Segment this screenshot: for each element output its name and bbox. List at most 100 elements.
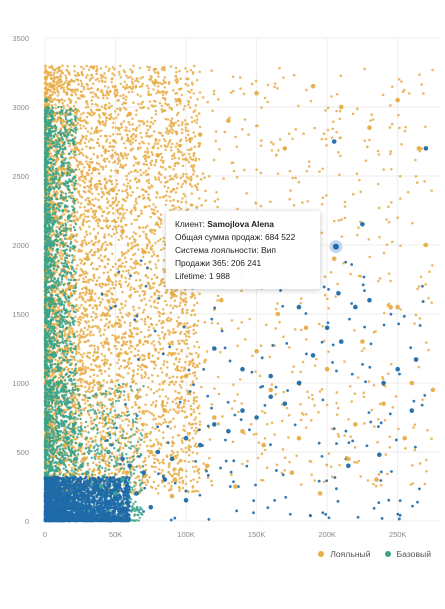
point-loyal [120,442,123,445]
point-loyal [158,179,161,182]
point-loyal [76,335,79,338]
x-tick-label: 0 [43,530,47,539]
point-loyal [141,120,144,123]
point-loyal [151,212,154,215]
point-loyal [74,407,77,410]
point-loyal [81,385,84,388]
point-loyal [191,486,194,489]
point-loyal [122,208,125,211]
point-loyal [123,183,126,186]
point-loyal [119,213,122,216]
point-loyal [172,474,175,477]
point-loyal [151,380,154,383]
point-loyal [117,341,120,344]
point-loyal [106,97,109,100]
point-loyal [134,404,137,407]
point-loyal [44,76,47,79]
point-loyal [129,140,132,143]
point-loyal [80,450,83,453]
point-loyal [92,307,95,310]
point-loyal [149,125,152,128]
point-loyal [161,469,164,472]
point-loyal [178,70,181,73]
point-loyal [113,68,116,71]
point-loyal [120,337,123,340]
point-loyal [115,228,118,231]
point-loyal [163,337,166,340]
point-loyal [119,311,122,314]
point-loyal [164,405,167,408]
point-loyal [79,293,82,296]
point-loyal [182,487,185,490]
point-loyal [127,182,130,185]
point-loyal [85,135,88,138]
point-loyal [163,485,166,488]
point-loyal [121,291,124,294]
point-loyal [120,76,123,79]
point-loyal [158,291,161,294]
point-loyal [127,137,130,140]
point-loyal [198,158,201,161]
point-loyal [160,222,163,225]
point-loyal [76,304,79,307]
point-loyal [82,362,85,365]
point-loyal [90,91,93,94]
point-loyal [87,130,90,133]
point-loyal [133,272,136,275]
point-loyal [85,241,88,244]
point-loyal [81,180,84,183]
point-loyal [114,85,117,88]
point-loyal [136,181,139,184]
point-loyal [45,86,48,89]
point-loyal [91,96,94,99]
point-loyal [135,382,138,385]
point-loyal [87,320,90,323]
point-loyal [136,344,139,347]
point-loyal [125,418,128,421]
point-loyal [188,439,191,442]
point-loyal [179,102,182,105]
point-loyal [167,118,170,121]
point-loyal [128,172,131,175]
point-loyal [163,360,166,363]
point-loyal [187,393,190,396]
point-loyal [167,397,170,400]
point-loyal [131,118,134,121]
point-loyal [152,327,155,330]
point-loyal [101,89,104,92]
point-loyal [114,385,117,388]
point-loyal [104,405,107,408]
point-loyal [198,362,201,365]
point-loyal [160,174,163,177]
point-loyal [104,329,107,332]
point-loyal [72,88,75,91]
point-loyal [81,71,84,74]
point-loyal [74,293,77,296]
point-loyal [71,368,74,371]
point-loyal [58,99,61,102]
point-loyal [152,88,155,91]
point-loyal [164,204,167,207]
point-loyal [190,427,193,430]
point-loyal [171,440,174,443]
point-loyal [93,374,96,377]
point-loyal [89,391,92,394]
point-loyal [92,319,95,322]
point-loyal [105,318,108,321]
point-loyal [142,290,145,293]
point-loyal [94,364,97,367]
point-loyal [145,132,148,135]
point-loyal [130,88,133,91]
point-loyal [192,451,195,454]
point-loyal [102,97,105,100]
point-loyal [148,455,151,458]
point-loyal [106,157,109,160]
point-loyal [111,416,114,419]
point-loyal [63,89,66,92]
point-loyal [146,124,149,127]
point-loyal [191,116,194,119]
point-loyal [134,266,137,269]
point-loyal [100,319,103,322]
point-loyal [162,308,165,311]
